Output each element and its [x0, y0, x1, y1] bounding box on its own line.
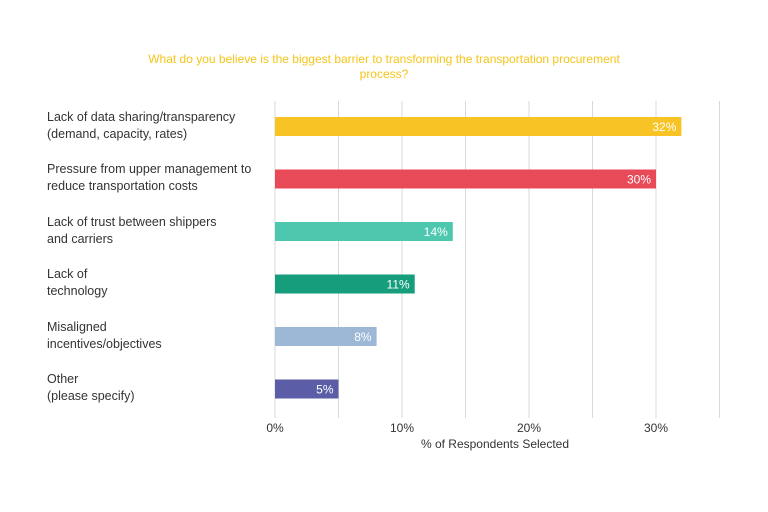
category-label-line: reduce transportation costs [47, 179, 198, 193]
data-label: 32% [652, 120, 676, 134]
chart-title: What do you believe is the biggest barri… [148, 52, 620, 81]
bar [275, 274, 415, 294]
category-label-line: and carriers [47, 231, 113, 246]
data-label: 8% [354, 330, 372, 344]
category-label: Misaligned incentives/objectives [47, 319, 272, 353]
category-label-line: Lack of [47, 267, 88, 281]
category-label: Other (please specify) [47, 371, 272, 405]
category-label-line: (please specify) [47, 389, 135, 403]
bar [275, 222, 453, 241]
category-label-line: technology [47, 284, 108, 298]
bar [275, 117, 682, 136]
category-label-line: Pressure from upper management to [47, 162, 252, 176]
data-label: 30% [627, 173, 651, 187]
category-label: Pressure from upper management to reduce … [47, 161, 272, 195]
category-label-line: Other [47, 372, 79, 386]
category-label-line: Misaligned [47, 319, 107, 334]
x-tick-label: 30% [644, 421, 668, 435]
category-label: Lack of data sharing/transparency (demand… [47, 109, 272, 143]
category-label-line: Lack of data sharing/transparency [47, 109, 236, 124]
category-label-line: (demand, capacity, rates) [47, 126, 188, 141]
x-tick-label: 20% [517, 421, 541, 435]
data-label: 14% [424, 225, 448, 239]
x-axis-label: % of Respondents Selected [420, 437, 570, 451]
category-label: Lack of trust between shippers and carrie… [47, 214, 272, 248]
x-tick-label: 0% [266, 421, 284, 435]
x-tick-label: 10% [390, 421, 414, 435]
bar [275, 169, 656, 189]
bar [275, 327, 377, 346]
bar [275, 379, 339, 399]
category-label: Lack of technology [47, 266, 272, 300]
category-label-line: incentives/objectives [47, 336, 162, 351]
data-label: 11% [387, 278, 410, 292]
data-label: 5% [316, 383, 334, 397]
category-label-line: Lack of trust between shippers [47, 214, 217, 229]
